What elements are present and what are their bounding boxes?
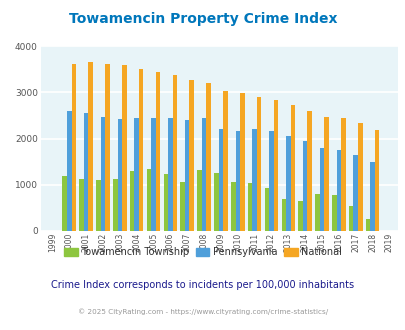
- Bar: [256, 97, 261, 231]
- Bar: [79, 179, 83, 231]
- Bar: [235, 131, 239, 231]
- Bar: [117, 119, 122, 231]
- Bar: [264, 187, 269, 231]
- Bar: [298, 201, 302, 231]
- Bar: [340, 118, 345, 231]
- Bar: [122, 65, 126, 231]
- Bar: [146, 169, 151, 231]
- Bar: [163, 174, 168, 231]
- Legend: Towamencin Township, Pennsylvania, National: Towamencin Township, Pennsylvania, Natio…: [64, 248, 341, 257]
- Bar: [168, 117, 172, 231]
- Bar: [213, 173, 218, 231]
- Bar: [206, 83, 210, 231]
- Bar: [286, 136, 290, 231]
- Bar: [357, 123, 362, 231]
- Bar: [151, 118, 156, 231]
- Bar: [331, 195, 336, 231]
- Text: Towamencin Property Crime Index: Towamencin Property Crime Index: [68, 12, 337, 25]
- Bar: [83, 113, 88, 231]
- Bar: [307, 111, 311, 231]
- Bar: [130, 171, 134, 231]
- Bar: [139, 69, 143, 231]
- Bar: [105, 64, 109, 231]
- Bar: [180, 182, 185, 231]
- Bar: [218, 129, 223, 231]
- Bar: [67, 111, 71, 231]
- Bar: [62, 176, 67, 231]
- Bar: [197, 170, 201, 231]
- Bar: [319, 148, 324, 231]
- Bar: [314, 194, 319, 231]
- Bar: [353, 155, 357, 231]
- Text: Crime Index corresponds to incidents per 100,000 inhabitants: Crime Index corresponds to incidents per…: [51, 280, 354, 290]
- Bar: [374, 130, 379, 231]
- Bar: [230, 182, 235, 231]
- Text: © 2025 CityRating.com - https://www.cityrating.com/crime-statistics/: © 2025 CityRating.com - https://www.city…: [78, 309, 327, 315]
- Bar: [113, 179, 117, 231]
- Bar: [100, 117, 105, 231]
- Bar: [302, 141, 307, 231]
- Bar: [134, 118, 139, 231]
- Bar: [247, 183, 252, 231]
- Bar: [96, 180, 100, 231]
- Bar: [336, 150, 340, 231]
- Bar: [369, 162, 374, 231]
- Bar: [239, 93, 244, 231]
- Bar: [223, 90, 227, 231]
- Bar: [281, 199, 286, 231]
- Bar: [252, 129, 256, 231]
- Bar: [201, 118, 206, 231]
- Bar: [324, 117, 328, 231]
- Bar: [185, 120, 189, 231]
- Bar: [273, 100, 277, 231]
- Bar: [71, 64, 76, 231]
- Bar: [269, 131, 273, 231]
- Bar: [189, 80, 194, 231]
- Bar: [365, 219, 369, 231]
- Bar: [172, 75, 177, 231]
- Bar: [88, 62, 93, 231]
- Bar: [348, 206, 353, 231]
- Bar: [156, 72, 160, 231]
- Bar: [290, 105, 294, 231]
